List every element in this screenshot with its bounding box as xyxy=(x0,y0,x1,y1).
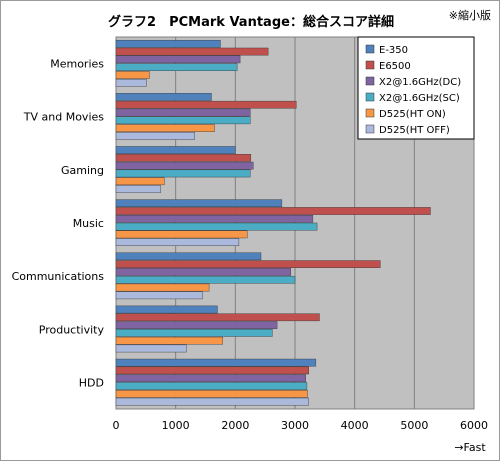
bar xyxy=(115,124,215,132)
legend-swatch xyxy=(365,92,375,102)
bars xyxy=(115,39,431,406)
bar xyxy=(115,344,187,353)
bar xyxy=(115,214,314,223)
bar xyxy=(115,161,254,170)
x-tick-label: 4000 xyxy=(341,419,369,432)
legend-label: D525(HT ON) xyxy=(379,109,446,120)
legend-label: D525(HT OFF) xyxy=(379,125,450,136)
category-label: Gaming xyxy=(61,164,104,177)
bar xyxy=(115,238,240,247)
bar xyxy=(115,222,318,231)
category-label: Productivity xyxy=(39,323,105,336)
bar xyxy=(115,63,238,71)
category-label: Communications xyxy=(12,270,105,283)
bar xyxy=(115,93,212,101)
bar xyxy=(115,100,297,109)
legend-swatch xyxy=(365,108,375,118)
x-axis-label: →Fast xyxy=(454,441,486,454)
legend-label: X2@1.6GHz(SC) xyxy=(379,93,460,104)
legend-box xyxy=(357,36,475,140)
legend-label: X2@1.6GHz(DC) xyxy=(379,77,461,88)
bar xyxy=(115,185,161,193)
bar xyxy=(115,39,221,48)
category-label: Music xyxy=(73,217,104,230)
legend-label: E-350 xyxy=(379,45,408,56)
bar xyxy=(115,252,262,261)
bar xyxy=(115,47,269,56)
chart-note: ※縮小版 xyxy=(448,9,491,22)
bar xyxy=(115,366,309,375)
category-label: HDD xyxy=(79,376,104,389)
bar xyxy=(115,132,195,140)
chart-title: グラフ2 PCMark Vantage：総合スコア詳細 xyxy=(108,15,394,30)
category-label: Memories xyxy=(50,58,104,71)
legend-label: E6500 xyxy=(379,61,411,72)
bar xyxy=(115,177,165,186)
bar xyxy=(115,382,308,390)
legend-swatch xyxy=(365,76,375,86)
bar xyxy=(115,283,210,292)
bar xyxy=(115,268,292,276)
bar xyxy=(115,321,278,329)
bar xyxy=(115,390,308,398)
bar xyxy=(115,313,320,322)
bar xyxy=(115,199,283,208)
bar xyxy=(115,55,241,64)
x-tick-label: 3000 xyxy=(281,419,309,432)
x-tick-label: 6000 xyxy=(460,419,488,432)
bar xyxy=(115,374,306,383)
bar xyxy=(115,71,150,79)
x-tick-label: 5000 xyxy=(400,419,428,432)
x-tick-label: 2000 xyxy=(221,419,249,432)
legend-swatch xyxy=(365,44,375,54)
bar xyxy=(115,116,251,125)
x-tick-label: 0 xyxy=(113,419,120,432)
bar xyxy=(115,329,273,337)
bar xyxy=(115,291,203,300)
category-label: TV and Movies xyxy=(23,111,104,124)
bar xyxy=(115,207,431,215)
bar xyxy=(115,275,296,284)
bar xyxy=(115,305,218,314)
bar xyxy=(115,154,252,162)
bar xyxy=(115,336,224,345)
bar xyxy=(115,358,317,367)
bar xyxy=(115,78,147,87)
bar xyxy=(115,260,381,268)
legend: E-350 E6500 X2@1.6GHz(DC) X2@1.6GHz(SC) D525… xyxy=(357,36,475,140)
x-tick-labels: 0 1000 2000 3000 4000 5000 6000 xyxy=(113,419,489,432)
bar xyxy=(115,146,236,154)
x-tick-label: 1000 xyxy=(162,419,190,432)
bar xyxy=(115,397,309,406)
bar xyxy=(115,108,251,117)
category-labels: Memories TV and Movies Gaming Music Communic… xyxy=(12,58,105,390)
bar xyxy=(115,230,248,239)
bar xyxy=(115,169,251,178)
legend-swatch xyxy=(365,60,375,70)
legend-swatch xyxy=(365,124,375,134)
